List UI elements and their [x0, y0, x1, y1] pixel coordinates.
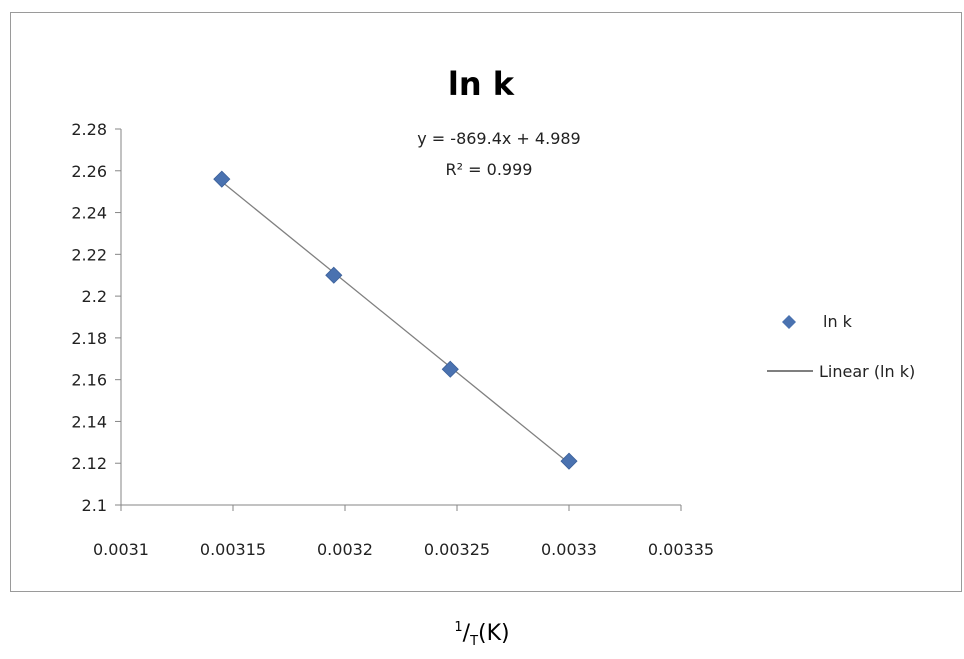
x-axis-label-unit: (K) [478, 621, 510, 646]
y-tick-label: 2.28 [71, 120, 107, 139]
trendline [221, 181, 570, 464]
data-point [560, 452, 578, 470]
data-points [213, 170, 578, 470]
trendline-layer [221, 181, 570, 464]
x-axis-label: 1/T(K) [0, 620, 964, 649]
x-tick-label: 0.0031 [93, 540, 149, 559]
x-axis-label-slash: / [462, 621, 471, 646]
y-tick-label: 2.16 [71, 371, 107, 390]
legend-label-ln-k: ln k [823, 312, 853, 331]
y-tick-label: 2.18 [71, 329, 107, 348]
y-tick-label: 2.22 [71, 245, 107, 264]
trendline-equation: y = -869.4x + 4.989 [417, 129, 580, 148]
x-axis-label-numerator: 1 [454, 620, 463, 635]
x-tick-label: 0.00335 [648, 540, 714, 559]
y-tick-label: 2.26 [71, 162, 107, 181]
x-tick-label: 0.0033 [541, 540, 597, 559]
y-tick-label: 2.14 [71, 412, 107, 431]
trendline-r-squared: R² = 0.999 [446, 160, 533, 179]
y-tick-label: 2.12 [71, 454, 107, 473]
chart-area: 2.1 2.12 2.14 2.16 2.18 2.2 2.22 2.24 2.26 2.28 0.… [10, 12, 962, 592]
y-tick-label: 2.2 [82, 287, 107, 306]
x-axis-label-denominator: T [470, 634, 479, 649]
data-point [441, 360, 459, 378]
y-tick-label: 2.24 [71, 204, 107, 223]
axes: 2.1 2.12 2.14 2.16 2.18 2.2 2.22 2.24 2.26 2.28 0.… [71, 120, 714, 559]
x-tick-label: 0.00315 [200, 540, 266, 559]
legend-label-linear: Linear (ln k) [819, 362, 915, 381]
legend: ln k Linear (ln k) [767, 312, 915, 381]
data-point [213, 170, 231, 188]
legend-marker-ln-k [782, 315, 796, 329]
data-point [325, 266, 343, 284]
x-tick-label: 0.0032 [317, 540, 373, 559]
ln-k-chart: 2.1 2.12 2.14 2.16 2.18 2.2 2.22 2.24 2.26 2.28 0.… [71, 65, 915, 559]
x-tick-label: 0.00325 [424, 540, 490, 559]
chart-title: ln k [448, 65, 515, 103]
y-tick-label: 2.1 [82, 496, 107, 515]
